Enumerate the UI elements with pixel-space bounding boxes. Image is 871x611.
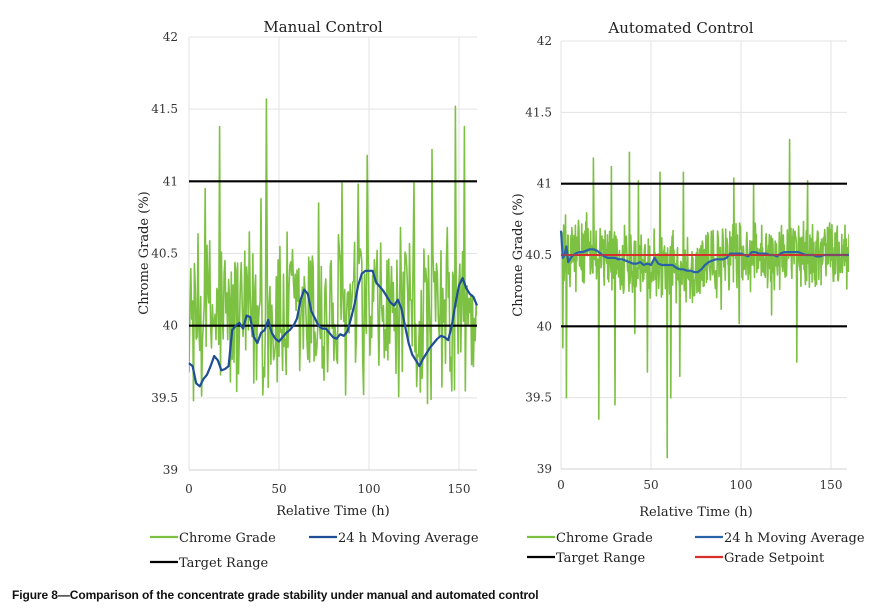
chart-title: Manual Control xyxy=(263,18,383,36)
x-tick-label: 100 xyxy=(730,478,753,492)
y-tick-label: 40.5 xyxy=(525,248,552,262)
x-tick-label: 50 xyxy=(643,478,658,492)
y-tick-label: 42 xyxy=(537,34,552,48)
manual-control-chart: Manual Control 39 39.5 40 40.5 41 41.5 42 0 50 1… xyxy=(137,18,479,571)
legend-item-target-range: Target Range xyxy=(527,551,646,566)
automated-control-chart: Automated Control 39 39.5 40 40.5 41 41.5 42 0… xyxy=(511,19,865,566)
y-tick-label: 40.5 xyxy=(151,247,178,261)
y-tick-label: 39.5 xyxy=(151,391,178,405)
legend-label: 24 h Moving Average xyxy=(338,531,479,546)
legend: Chrome Grade 24 h Moving Average Target … xyxy=(150,531,479,571)
x-tick-labels: 0 50 100 150 xyxy=(557,478,842,492)
legend-label: Target Range xyxy=(556,551,646,566)
legend-label: Target Range xyxy=(179,556,269,571)
legend-label: Grade Setpoint xyxy=(724,551,825,566)
series-chrome-grade xyxy=(561,138,849,459)
series-group xyxy=(561,138,849,459)
x-tick-label: 0 xyxy=(185,482,193,496)
y-tick-labels: 39 39.5 40 40.5 41 41.5 42 xyxy=(151,30,178,477)
x-tick-label: 100 xyxy=(358,482,381,496)
y-tick-label: 41 xyxy=(537,177,552,191)
plot-area xyxy=(188,98,479,405)
x-tick-label: 50 xyxy=(271,482,286,496)
legend-item-moving-average: 24 h Moving Average xyxy=(309,531,479,546)
y-tick-label: 40 xyxy=(163,319,178,333)
y-tick-label: 39 xyxy=(163,463,178,477)
y-tick-label: 41.5 xyxy=(525,105,552,119)
legend-item-chrome-grade: Chrome Grade xyxy=(150,531,276,546)
figure-caption: Figure 8—Comparison of the concentrate g… xyxy=(12,588,539,602)
y-axis-label: Chrome Grade (%) xyxy=(137,191,152,315)
y-tick-label: 41.5 xyxy=(151,102,178,116)
y-tick-label: 39 xyxy=(537,462,552,476)
gridlines xyxy=(188,36,477,471)
y-tick-label: 41 xyxy=(163,174,178,188)
series-chrome-grade xyxy=(189,98,477,405)
y-tick-label: 39.5 xyxy=(525,391,552,405)
y-axis-label: Chrome Grade (%) xyxy=(511,193,526,317)
series-moving-average xyxy=(188,269,479,388)
y-tick-label: 42 xyxy=(163,30,178,44)
x-tick-label: 0 xyxy=(557,478,565,492)
legend: Chrome Grade 24 h Moving Average Target … xyxy=(527,531,865,566)
series-moving-average xyxy=(559,230,849,274)
series-group xyxy=(189,98,477,405)
y-tick-label: 40 xyxy=(537,319,552,333)
chart-title: Automated Control xyxy=(607,19,753,37)
legend-item-chrome-grade: Chrome Grade xyxy=(527,531,653,546)
legend-label: Chrome Grade xyxy=(556,531,653,546)
x-tick-label: 150 xyxy=(448,482,471,496)
legend-item-target-range: Target Range xyxy=(150,556,269,571)
x-tick-label: 150 xyxy=(820,478,843,492)
legend-label: Chrome Grade xyxy=(179,531,276,546)
y-tick-labels: 39 39.5 40 40.5 41 41.5 42 xyxy=(525,34,552,476)
legend-item-grade-setpoint: Grade Setpoint xyxy=(695,551,825,566)
x-tick-labels: 0 50 100 150 xyxy=(185,482,470,496)
plot-area xyxy=(559,138,849,459)
legend-item-moving-average: 24 h Moving Average xyxy=(695,531,865,546)
x-axis-label: Relative Time (h) xyxy=(276,504,389,519)
legend-label: 24 h Moving Average xyxy=(724,531,865,546)
x-axis-label: Relative Time (h) xyxy=(639,505,752,520)
